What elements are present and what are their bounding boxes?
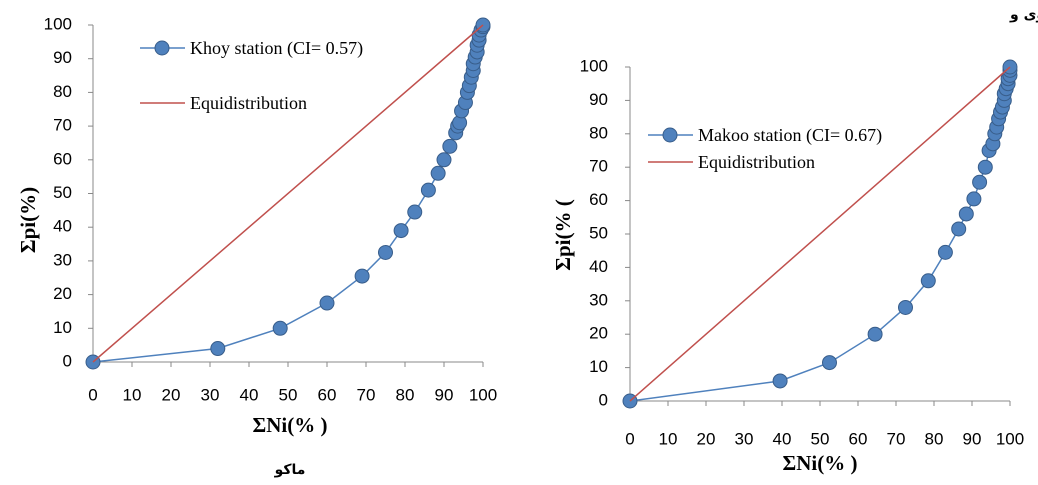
y-tick-label: 80 [53, 82, 72, 101]
data-point [430, 165, 446, 181]
data-point [867, 326, 883, 342]
x-tick-label: 50 [279, 385, 298, 404]
legend-label: Equidistribution [190, 93, 307, 113]
data-point [420, 182, 436, 198]
y-tick-label: 0 [599, 390, 608, 409]
legend-marker [154, 40, 170, 56]
data-point [407, 204, 423, 220]
data-point [977, 159, 993, 175]
y-tick-label: 30 [589, 290, 608, 309]
x-tick-label: 80 [396, 385, 415, 404]
x-tick-label: 100 [469, 385, 497, 404]
x-tick-label: 70 [357, 385, 376, 404]
y-tick-label: 100 [44, 14, 72, 33]
data-point [442, 138, 458, 154]
data-point [210, 341, 226, 357]
chart-title: شکل۵- منحنی توزیع دو ایستگاه خوی و [1009, 6, 1038, 23]
caption: ماکو [274, 462, 306, 478]
x-tick-label: 0 [88, 385, 97, 404]
y-tick-label: 40 [53, 217, 72, 236]
x-tick-label: 30 [201, 385, 220, 404]
y-tick-label: 10 [589, 357, 608, 376]
x-tick-label: 10 [659, 429, 678, 448]
y-tick-label: 90 [589, 90, 608, 109]
y-axis-title: Σpi(% ( [551, 199, 575, 270]
y-tick-label: 100 [580, 56, 608, 75]
legend-item: Equidistribution [190, 93, 307, 113]
x-tick-label: 30 [735, 429, 754, 448]
data-point [920, 273, 936, 289]
x-tick-label: 60 [849, 429, 868, 448]
x-tick-label: 100 [996, 429, 1024, 448]
data-point [972, 174, 988, 190]
y-tick-label: 20 [589, 324, 608, 343]
data-point [354, 268, 370, 284]
data-point [958, 206, 974, 222]
data-point [937, 244, 953, 260]
x-tick-label: 60 [318, 385, 337, 404]
x-tick-label: 90 [963, 429, 982, 448]
legend-item: Makoo station (CI= 0.67) [698, 125, 883, 145]
legend-marker [662, 127, 678, 143]
x-axis-title: ΣNi(% ) [783, 451, 858, 475]
y-tick-label: 0 [63, 351, 72, 370]
y-tick-label: 10 [53, 318, 72, 337]
y-axis-title: Σpi(%) [16, 187, 40, 253]
x-tick-label: 40 [240, 385, 259, 404]
x-tick-label: 70 [887, 429, 906, 448]
data-point [319, 295, 335, 311]
data-point [951, 221, 967, 237]
y-tick-label: 50 [589, 223, 608, 242]
legend-label: Equidistribution [698, 152, 815, 172]
data-point [772, 373, 788, 389]
data-point [436, 152, 452, 168]
data-point [378, 244, 393, 260]
series-line [629, 66, 1011, 402]
x-tick-label: 90 [435, 385, 454, 404]
x-tick-label: 80 [925, 429, 944, 448]
y-tick-label: 50 [53, 183, 72, 202]
y-tick-label: 60 [53, 149, 72, 168]
x-axis-title: ΣNi(% ) [253, 413, 328, 437]
legend-label: Khoy station (CI= 0.57) [190, 38, 364, 58]
legend-item: Khoy station (CI= 0.57) [190, 38, 364, 58]
y-tick-label: 30 [53, 250, 72, 269]
x-tick-label: 10 [123, 385, 142, 404]
x-tick-label: 20 [697, 429, 716, 448]
y-tick-label: 80 [589, 123, 608, 142]
x-tick-label: 0 [625, 429, 634, 448]
legend-item: Equidistribution [698, 152, 815, 172]
x-tick-label: 50 [811, 429, 830, 448]
legend-label: Makoo station (CI= 0.67) [698, 125, 883, 145]
y-tick-label: 40 [589, 257, 608, 276]
y-tick-label: 20 [53, 284, 72, 303]
x-tick-label: 40 [773, 429, 792, 448]
data-point [393, 223, 409, 239]
data-point [966, 191, 982, 207]
y-tick-label: 60 [589, 190, 608, 209]
data-point [898, 299, 913, 315]
x-tick-label: 20 [162, 385, 181, 404]
data-point [272, 320, 288, 336]
y-tick-label: 70 [589, 157, 608, 176]
data-point [822, 355, 837, 371]
series-line [92, 24, 484, 363]
y-tick-label: 70 [53, 116, 72, 135]
y-tick-label: 90 [53, 48, 72, 67]
